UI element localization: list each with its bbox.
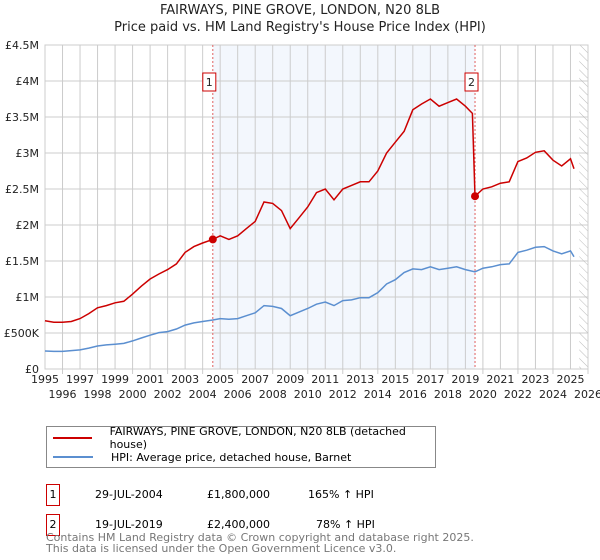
x-tick-label: 2011	[311, 373, 339, 386]
x-tick-label: 1995	[31, 373, 59, 386]
chart-subtitle: Price paid vs. HM Land Registry's House …	[114, 20, 486, 35]
x-tick-label: 2024	[539, 388, 567, 401]
x-tick-label: 2007	[241, 373, 269, 386]
y-tick-label: £3M	[16, 147, 40, 160]
x-tick-label: 2016	[399, 388, 427, 401]
x-tick-label: 1997	[66, 373, 94, 386]
sale-badge: 1	[46, 484, 60, 506]
legend-label: FAIRWAYS, PINE GROVE, LONDON, N20 8LB (d…	[109, 425, 406, 451]
x-tick-label: 2008	[259, 388, 287, 401]
sale-date: 19-JUL-2019	[95, 518, 163, 531]
y-tick-label: £1.5M	[5, 255, 39, 268]
property-price-line	[44, 98, 575, 323]
x-tick-label: 2012	[329, 388, 357, 401]
y-tick-label: £4.5M	[5, 39, 39, 52]
sale-date: 29-JUL-2004	[95, 488, 163, 501]
x-tick-label: 2025	[556, 373, 584, 386]
x-tick-label: 2021	[486, 373, 514, 386]
footer-licence: This data is licensed under the Open Gov…	[46, 542, 397, 555]
sale-hpi: 78% ↑ HPI	[316, 518, 375, 531]
legend-swatch-red	[53, 437, 92, 439]
x-tick-label: 2017	[416, 373, 444, 386]
sale-row-1: 1 29-JUL-2004 £1,800,000 165% ↑ HPI	[46, 484, 546, 506]
x-tick-label: 2005	[206, 373, 234, 386]
x-tick-label: 2014	[364, 388, 392, 401]
sale-price: £1,800,000	[207, 488, 270, 501]
sale-label-box	[202, 72, 217, 92]
sale-price: £2,400,000	[207, 518, 270, 531]
x-tick-label: 2010	[294, 388, 322, 401]
x-tick-label: 2006	[224, 388, 252, 401]
y-tick-label: £500K	[4, 327, 40, 340]
sale-badge: 2	[46, 514, 60, 536]
sale-point	[208, 235, 217, 244]
y-tick-label: £1M	[16, 291, 40, 304]
sale-hpi: 165% ↑ HPI	[308, 488, 374, 501]
x-tick-label: 2026	[574, 388, 600, 401]
x-tick-label: 2015	[381, 373, 409, 386]
plot-border	[44, 44, 589, 370]
legend-label: HPI: Average price, detached house, Barn…	[111, 450, 352, 464]
x-tick-label: 2002	[154, 388, 182, 401]
y-tick-label: £2.5M	[5, 183, 39, 196]
x-tick-label: 2013	[346, 373, 374, 386]
sale-row-2: 2 19-JUL-2019 £2,400,000 78% ↑ HPI	[46, 514, 546, 536]
sale-label: 1	[206, 76, 213, 89]
x-tick-label: 1996	[49, 388, 77, 401]
hpi-line	[44, 245, 575, 353]
legend: FAIRWAYS, PINE GROVE, LONDON, N20 8LB (d…	[46, 425, 436, 468]
y-tick-label: £0	[25, 363, 39, 376]
sale-label-box	[464, 72, 479, 92]
x-tick-label: 2000	[119, 388, 147, 401]
sale-point	[471, 192, 480, 201]
sale-label: 2	[468, 76, 475, 89]
x-tick-label: 2018	[434, 388, 462, 401]
shaded-ownership-period	[212, 45, 476, 369]
x-tick-label: 1998	[84, 388, 112, 401]
footer-copyright: Contains HM Land Registry data © Crown c…	[46, 531, 474, 544]
x-tick-label: 1999	[101, 373, 129, 386]
legend-swatch-blue	[53, 456, 93, 458]
legend-item-hpi: HPI: Average price, detached house, Barn…	[53, 449, 351, 465]
x-tick-label: 2019	[451, 373, 479, 386]
future-hatch	[579, 45, 588, 369]
legend-item-property: FAIRWAYS, PINE GROVE, LONDON, N20 8LB (d…	[53, 425, 435, 451]
x-tick-label: 2004	[189, 388, 217, 401]
y-tick-label: £4M	[16, 75, 40, 88]
price-chart: 1995 1996 1997 1998 1999 2000 2001 2002 2003 2004…	[4, 39, 600, 401]
y-tick-label: £2M	[16, 219, 40, 232]
x-tick-label: 2003	[171, 373, 199, 386]
x-tick-label: 2009	[276, 373, 304, 386]
y-tick-label: £3.5M	[5, 111, 39, 124]
x-tick-label: 2020	[469, 388, 497, 401]
x-tick-label: 2022	[504, 388, 532, 401]
x-tick-label: 2001	[136, 373, 164, 386]
chart-title: FAIRWAYS, PINE GROVE, LONDON, N20 8LB	[159, 3, 441, 18]
x-tick-label: 2023	[521, 373, 549, 386]
